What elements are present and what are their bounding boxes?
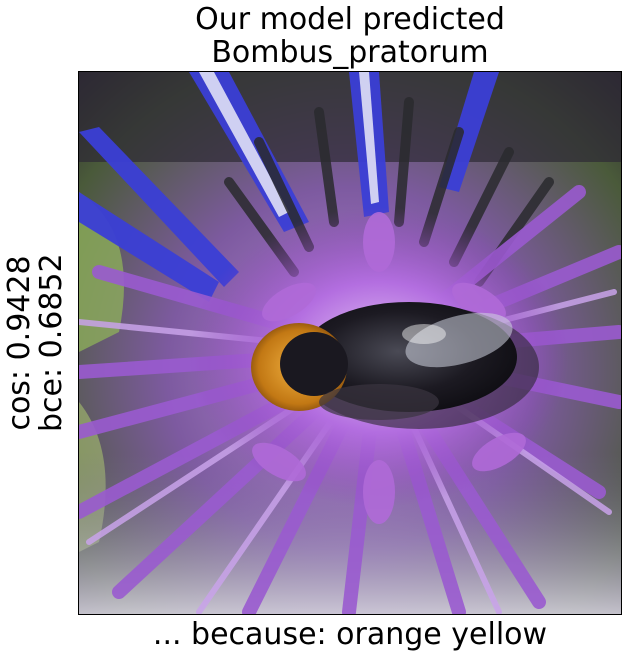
explanation-caption: ... because: orange yellow: [152, 617, 548, 652]
bee-on-flower-photo: [79, 72, 621, 614]
figure-title-line1: Our model predicted: [195, 2, 505, 37]
cos-score: cos: 0.9428: [2, 255, 37, 431]
figure-title-line2: Bombus_pratorum: [211, 35, 489, 70]
bce-score: bce: 0.6852: [34, 253, 69, 432]
bumblebee: [251, 302, 539, 429]
photo-panel: [78, 71, 622, 615]
score-labels: cos: 0.9428 bce: 0.6852: [2, 253, 74, 432]
